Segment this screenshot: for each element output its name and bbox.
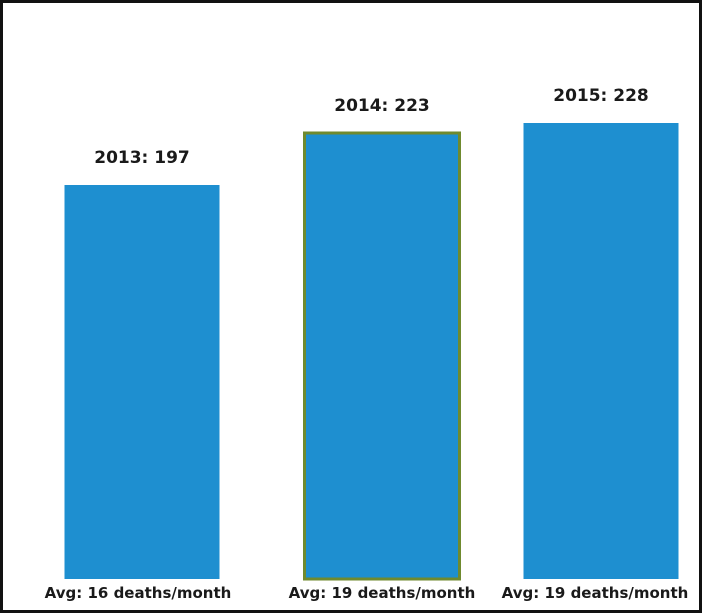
value-labels-layer: 2013: 197 2014: 223 2015: 228 xyxy=(94,86,649,168)
bar-2014 xyxy=(303,131,461,581)
category-label-2015: Avg: 19 deaths/month xyxy=(502,584,689,602)
value-label-2015: 2015: 228 xyxy=(553,86,649,106)
value-label-2014: 2014: 223 xyxy=(334,96,430,116)
bar-2013 xyxy=(64,185,220,579)
value-label-2013: 2013: 197 xyxy=(94,148,190,168)
bars-layer xyxy=(64,123,679,581)
category-labels-layer: Avg: 16 deaths/month Avg: 19 deaths/month… xyxy=(45,584,689,602)
bar-chart: 2013: 197 2014: 223 2015: 228 Avg: 16 deat… xyxy=(45,86,689,602)
category-label-2013: Avg: 16 deaths/month xyxy=(45,584,232,602)
category-label-2014: Avg: 19 deaths/month xyxy=(289,584,476,602)
bar-2015 xyxy=(523,123,679,579)
